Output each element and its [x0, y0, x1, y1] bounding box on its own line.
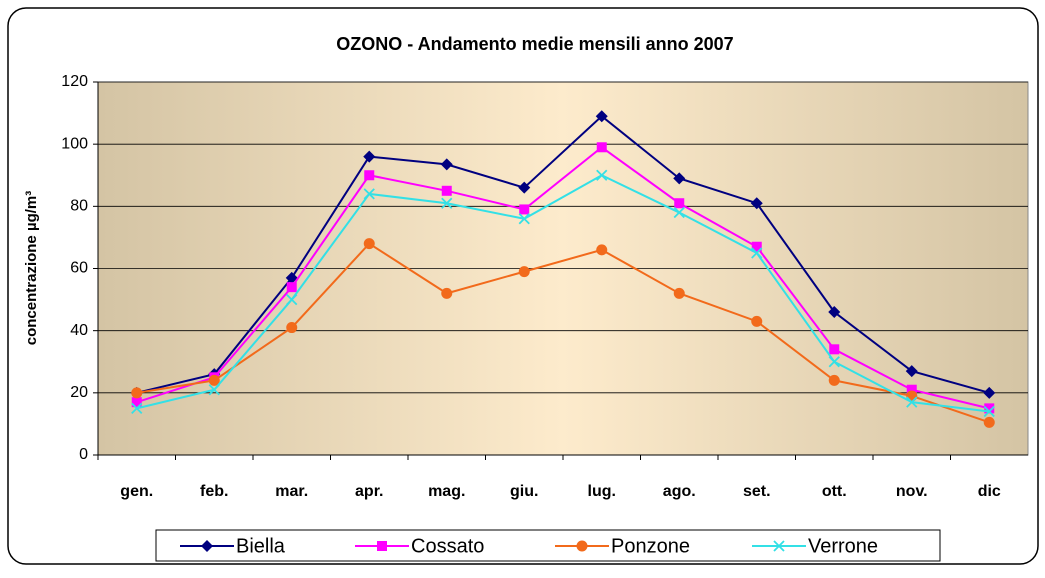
x-tick-label: giu. [510, 483, 538, 500]
data-point [285, 271, 298, 284]
data-point [751, 315, 763, 327]
data-point [519, 204, 530, 215]
data-point [131, 397, 142, 408]
data-point [751, 247, 763, 259]
x-tick-label: mag. [428, 483, 465, 500]
data-point [208, 384, 220, 396]
legend-label: Verrone [808, 535, 878, 557]
data-point [441, 197, 453, 209]
data-point [673, 287, 685, 299]
x-tick-label: lug. [588, 483, 616, 500]
data-point [363, 188, 375, 200]
series-line [136, 174, 990, 413]
data-point [906, 384, 917, 395]
data-point [673, 206, 685, 219]
y-tick-label: 60 [70, 260, 88, 277]
legend-label: Biella [236, 535, 286, 557]
legend [155, 529, 941, 562]
data-point [983, 416, 995, 428]
data-point [828, 306, 841, 319]
data-point [364, 170, 375, 181]
data-point [673, 172, 686, 185]
data-point [518, 266, 530, 278]
data-point [518, 181, 531, 194]
data-point [441, 185, 452, 196]
x-tick-label: mar. [275, 483, 308, 500]
y-tick-label: 0 [79, 446, 88, 463]
data-point [596, 142, 607, 153]
legend-marker [576, 540, 588, 552]
legend-label: Ponzone [611, 535, 690, 557]
data-point [441, 287, 453, 299]
data-point [131, 387, 143, 399]
data-point [828, 356, 840, 368]
data-point [208, 374, 220, 386]
data-point [906, 396, 918, 408]
data-point [286, 322, 298, 334]
x-tick-label: nov. [896, 483, 928, 500]
y-tick-label: 120 [61, 73, 88, 90]
data-point [596, 244, 608, 256]
data-point [983, 405, 995, 418]
data-point [983, 386, 996, 399]
data-point [905, 365, 918, 378]
data-point [440, 158, 453, 171]
data-point [984, 403, 995, 414]
y-axis-label: concentrazione µg/m³ [23, 191, 40, 346]
data-point [286, 293, 298, 306]
y-tick-label: 20 [70, 384, 88, 401]
data-point [751, 241, 762, 252]
data-point [596, 169, 608, 181]
data-point [595, 110, 608, 123]
y-tick-label: 100 [61, 135, 88, 152]
y-tick-label: 80 [70, 198, 88, 215]
legend-label: Cossato [411, 535, 484, 557]
data-point [674, 198, 685, 209]
series-line [136, 146, 990, 410]
series-line [136, 242, 990, 424]
data-point [828, 374, 840, 386]
legend-marker [201, 540, 213, 552]
x-tick-label: apr. [355, 483, 383, 500]
data-point [829, 344, 840, 355]
data-point [750, 197, 763, 210]
data-point [363, 238, 375, 250]
chart-title: OZONO - Andamento medie mensili anno 200… [336, 34, 733, 54]
x-tick-label: ago. [663, 483, 696, 500]
data-point [131, 402, 143, 415]
y-tick-label: 40 [70, 322, 88, 339]
series-line [136, 114, 990, 394]
x-tick-label: ott. [822, 483, 847, 500]
x-tick-label: gen. [120, 483, 153, 500]
x-tick-label: dic [978, 483, 1001, 500]
data-point [286, 282, 297, 293]
x-tick-label: feb. [200, 483, 228, 500]
legend-marker [377, 541, 387, 551]
x-tick-label: set. [743, 483, 771, 500]
data-point [363, 150, 376, 163]
legend-marker [773, 540, 785, 552]
data-point [518, 213, 530, 225]
